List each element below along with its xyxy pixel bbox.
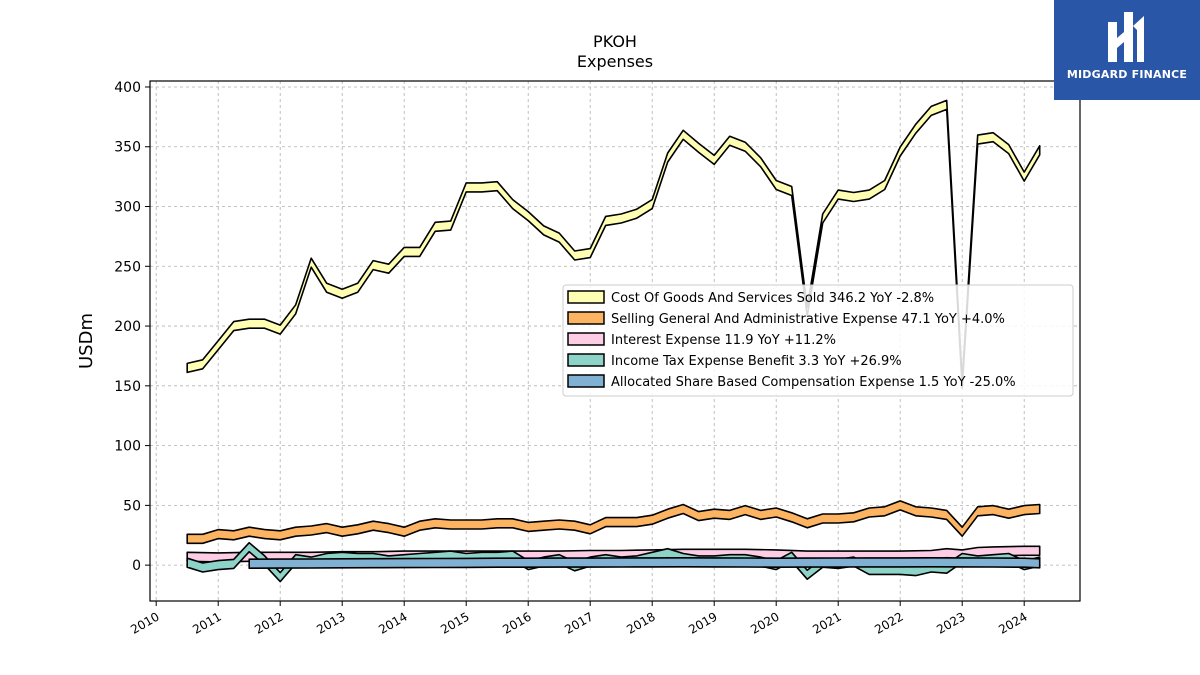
y-tick-label: 200	[114, 319, 141, 335]
legend-swatch-3	[567, 353, 605, 367]
legend-label-2: Interest Expense 11.9 YoY +11.2%	[611, 333, 836, 348]
series-band-0	[186, 99, 1041, 389]
legend-box	[562, 284, 1074, 397]
y-tick-label: 250	[114, 259, 141, 275]
y-axis-label: USDm	[76, 313, 97, 369]
y-tick-label: 100	[114, 439, 141, 455]
x-tick-label: 2019	[686, 609, 719, 636]
x-tick-label: 2016	[500, 609, 533, 636]
y-axis-ticks: 0 50 100 150 200 250 300 350 400	[114, 80, 150, 574]
x-tick-label: 2010	[128, 609, 161, 636]
series-band-1	[186, 500, 1041, 545]
x-tick-label: 2024	[996, 609, 1029, 636]
plot-frame	[149, 80, 1081, 602]
y-tick-label: 150	[114, 379, 141, 395]
x-tick-label: 2013	[314, 609, 347, 636]
chart-title: PKOH	[593, 32, 637, 51]
x-tick-label: 2018	[624, 609, 657, 636]
midgard-logo-icon	[1108, 12, 1144, 62]
y-tick-label: 300	[114, 200, 141, 216]
brand-name: MIDGARD FINANCE	[1066, 68, 1188, 81]
y-tick-label: 50	[123, 498, 141, 514]
brand-logo: MIDGARD FINANCE	[1054, 0, 1200, 100]
x-tick-label: 2020	[748, 609, 781, 636]
x-tick-label: 2012	[252, 609, 285, 636]
x-tick-label: 2021	[810, 609, 843, 636]
legend-swatch-2	[567, 332, 605, 346]
series-areas	[186, 99, 1041, 583]
y-tick-label: 350	[114, 140, 141, 156]
legend: Cost Of Goods And Services Sold 346.2 Yo…	[562, 284, 1074, 397]
x-tick-label: 2014	[376, 609, 409, 636]
series-band-4	[248, 557, 1041, 569]
legend-swatch-4	[567, 374, 605, 388]
legend-label-1: Selling General And Administrative Expen…	[611, 312, 1005, 327]
legend-label-4: Allocated Share Based Compensation Expen…	[611, 375, 1016, 390]
x-tick-label: 2022	[872, 609, 905, 636]
x-tick-label: 2023	[934, 609, 967, 636]
legend-label-3: Income Tax Expense Benefit 3.3 YoY +26.9…	[611, 354, 902, 369]
y-tick-label: 0	[132, 558, 141, 574]
y-tick-label: 400	[114, 80, 141, 96]
x-axis-ticks: 2010 2011 2012 2013 2014 2015 2016 2017 2018 2019…	[128, 601, 1030, 637]
x-tick-label: 2017	[562, 609, 595, 636]
x-tick-label: 2011	[190, 609, 223, 636]
legend-swatch-0	[567, 290, 605, 304]
x-tick-label: 2015	[438, 609, 471, 636]
legend-label-0: Cost Of Goods And Services Sold 346.2 Yo…	[611, 291, 934, 306]
chart-subtitle: Expenses	[577, 52, 653, 71]
legend-swatch-1	[567, 311, 605, 325]
